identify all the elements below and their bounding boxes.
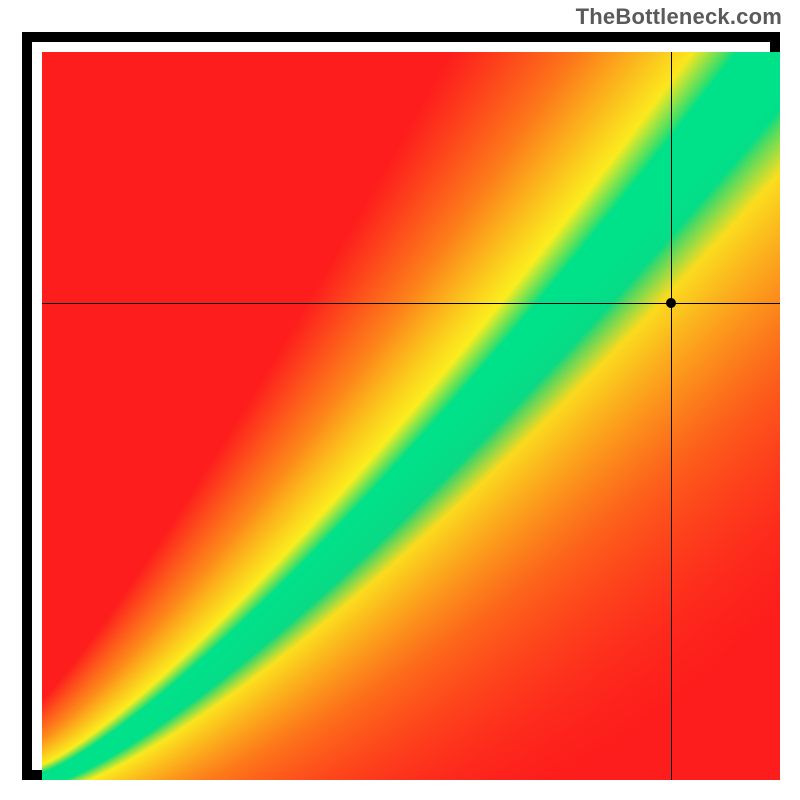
crosshair-vertical [671,52,672,780]
attribution-text: TheBottleneck.com [576,4,782,30]
plot-frame [22,32,780,780]
chart-container: TheBottleneck.com [0,0,800,800]
crosshair-marker [666,298,676,308]
heatmap-canvas [42,52,780,780]
